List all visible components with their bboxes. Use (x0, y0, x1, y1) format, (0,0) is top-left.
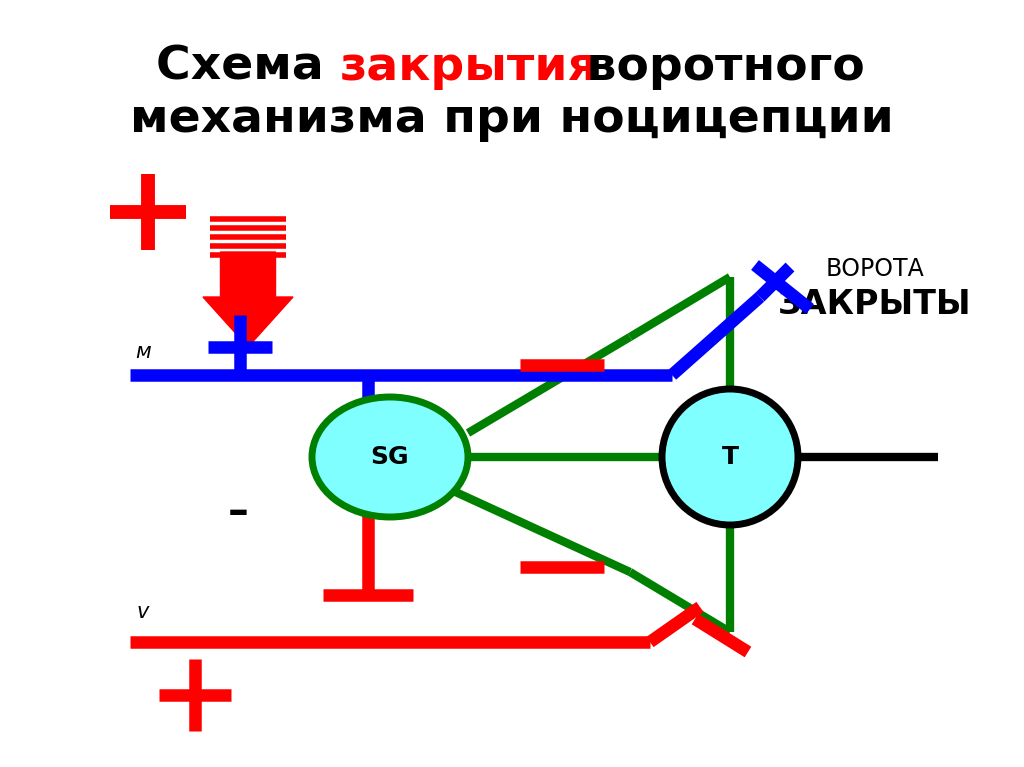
Text: T: T (722, 445, 738, 469)
Text: воротного: воротного (570, 44, 864, 90)
Text: м: м (135, 342, 151, 362)
Text: –: – (227, 491, 249, 533)
Text: закрытия: закрытия (340, 44, 599, 90)
Text: SG: SG (371, 445, 410, 469)
FancyArrow shape (203, 252, 293, 347)
Ellipse shape (312, 397, 468, 517)
Text: v: v (137, 602, 150, 622)
Text: ВОРОТА: ВОРОТА (825, 257, 925, 281)
Text: механизма при ноцицепции: механизма при ноцицепции (130, 97, 894, 141)
Text: Схема: Схема (156, 44, 340, 90)
Circle shape (662, 389, 798, 525)
Text: ЗАКРЫТЫ: ЗАКРЫТЫ (778, 288, 972, 321)
